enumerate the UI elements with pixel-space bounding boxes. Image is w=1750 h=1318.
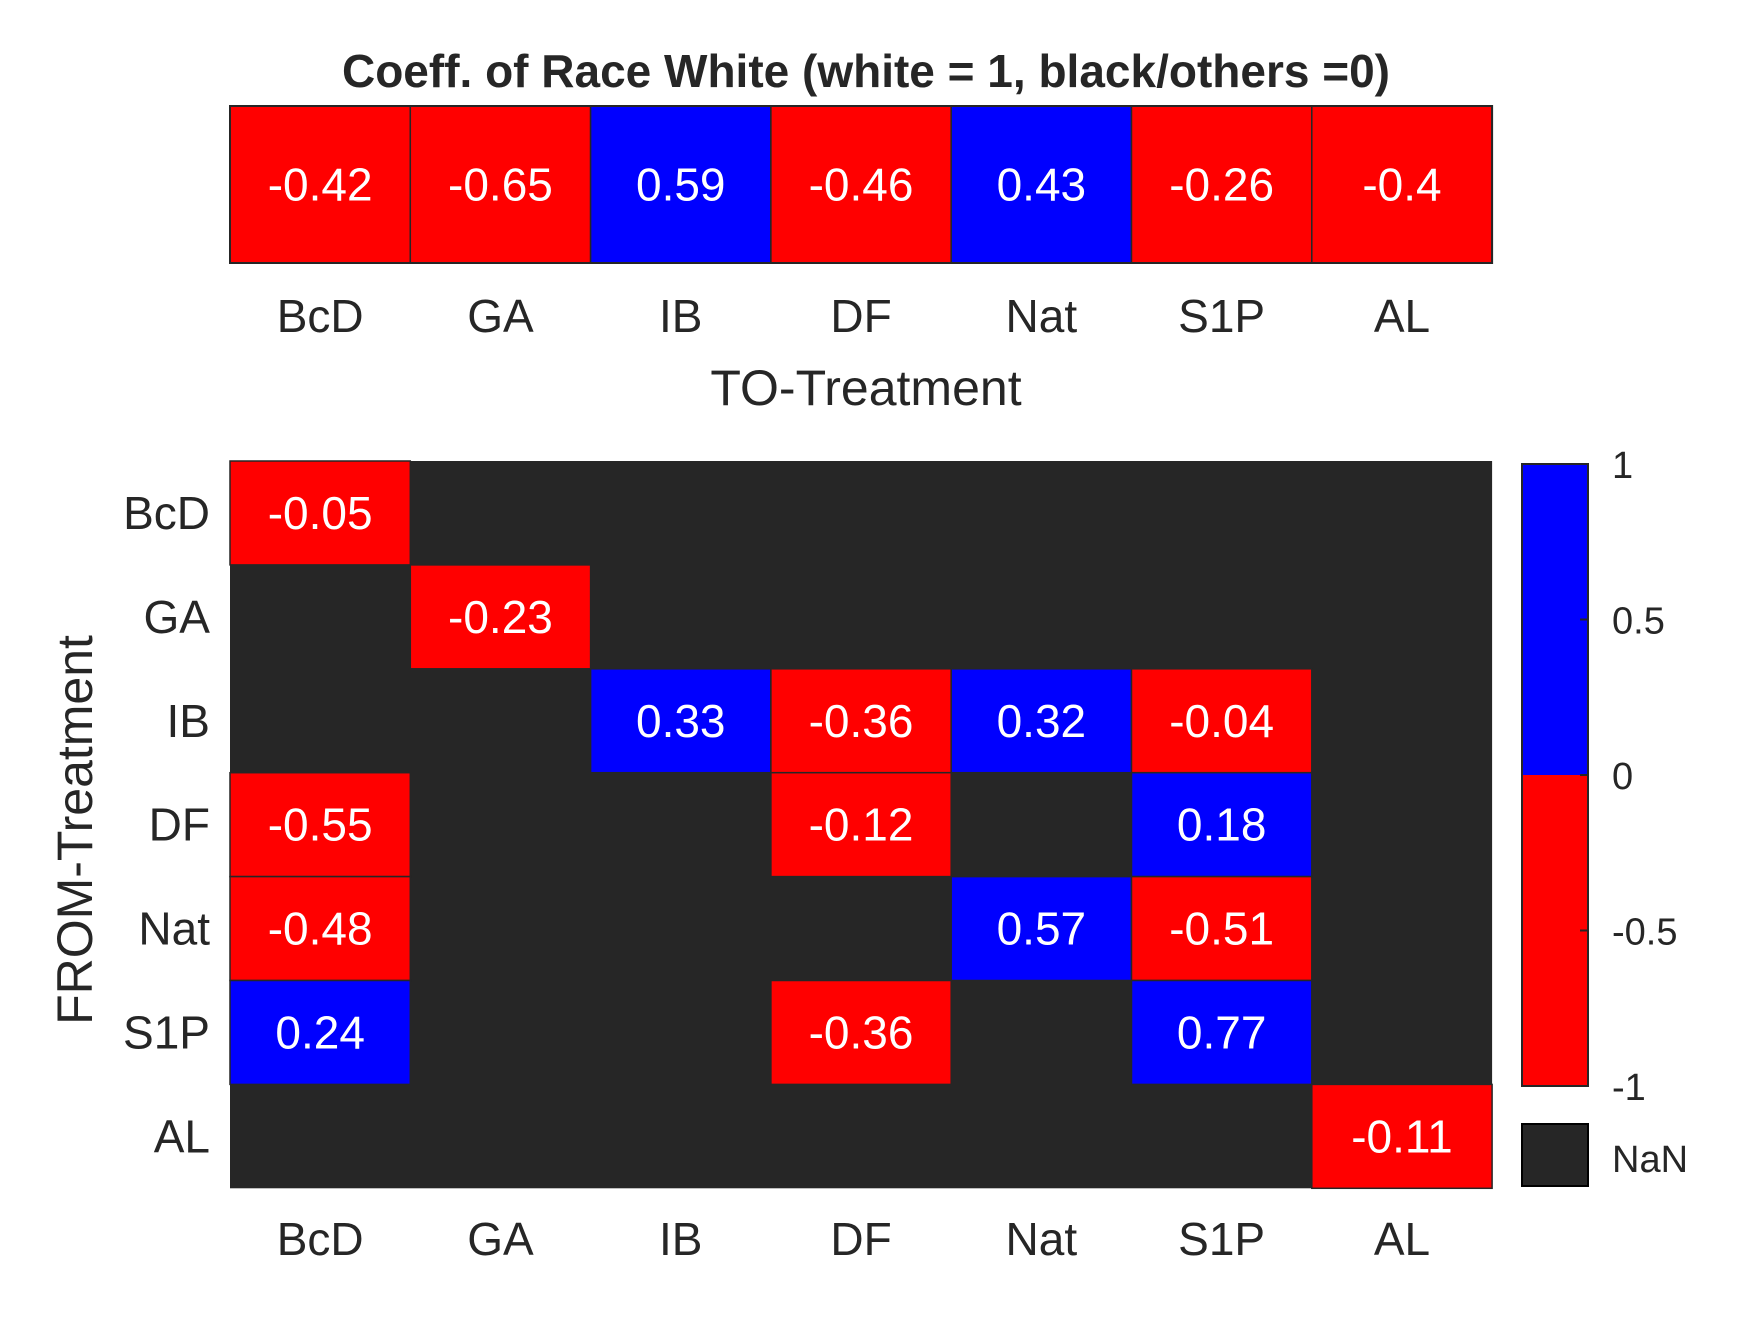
top-cell-label-IB: 0.59 [636,159,726,211]
colorbar-tick-label: -0.5 [1612,912,1677,954]
top-cell-label-DF: -0.46 [809,159,914,211]
top-cell-S1P [1130,105,1313,264]
cell-IB-S1P [1130,668,1313,774]
cell-label-Nat-BcD: -0.48 [268,903,373,955]
top-cell-DF [770,105,952,264]
top-cell-label-S1P: -0.26 [1169,159,1274,211]
cell-label-Nat-S1P: -0.51 [1169,903,1274,955]
colorbar-tick-label: 0.5 [1612,601,1665,643]
bottom-y-tick-GA: GA [144,591,211,643]
bottom-y-axis-label: FROM-Treatment [47,635,103,1025]
cell-DF-DF [770,771,952,878]
bottom-y-tick-BcD: BcD [123,487,210,539]
top-cell-label-Nat: 0.43 [997,159,1087,211]
cell-DF-BcD [229,771,412,878]
cell-Nat-S1P [1130,875,1313,982]
cell-label-IB-S1P: -0.04 [1169,695,1274,747]
top-x-tick-Nat: Nat [1006,290,1078,342]
bottom-y-tick-Nat: Nat [138,903,210,955]
cell-label-DF-BcD: -0.55 [268,799,373,851]
cell-label-Nat-Nat: 0.57 [997,903,1087,955]
top-cell-BcD [229,105,412,264]
cell-IB-Nat [950,668,1133,774]
bottom-heatmap: -0.05 -0.23 0.33 -0.36 0.32 -0.04 -0.55 -0.12 0.… [229,460,1493,1190]
top-x-tick-DF: DF [830,290,891,342]
top-cell-label-AL: -0.4 [1362,159,1441,211]
cell-label-DF-DF: -0.12 [809,799,914,851]
top-cell-label-GA: -0.65 [448,159,553,211]
bottom-y-tick-labels: BcD GA IB DF Nat S1P AL [123,487,210,1162]
top-x-axis-label: TO-Treatment [710,360,1021,416]
bottom-x-tick-BcD: BcD [277,1213,364,1265]
nan-swatch [1521,1123,1589,1187]
bottom-x-tick-AL: AL [1374,1213,1430,1265]
cell-label-GA-GA: -0.23 [448,591,553,643]
cell-label-S1P-DF: -0.36 [809,1006,914,1058]
cell-label-AL-AL: -0.11 [1351,1110,1452,1162]
top-x-tick-AL: AL [1374,290,1430,342]
top-x-tick-BcD: BcD [277,290,364,342]
top-x-tick-GA: GA [467,290,534,342]
top-heatmap-border [229,105,1494,264]
cell-Nat-BcD [229,875,412,982]
colorbar-tick-label: -1 [1612,1067,1646,1109]
bottom-x-tick-DF: DF [830,1213,891,1265]
cell-label-DF-S1P: 0.18 [1177,799,1267,851]
top-heatmap: -0.42 -0.65 0.59 -0.46 0.43 -0.26 -0.4 [229,105,1494,264]
colorbar-tick-label: 1 [1612,445,1633,487]
cell-AL-AL [1311,1083,1493,1190]
top-x-tick-S1P: S1P [1178,290,1265,342]
cell-BcD-BcD [229,460,412,566]
bottom-y-tick-IB: IB [167,695,210,747]
cell-label-BcD-BcD: -0.05 [268,487,373,539]
bottom-x-tick-IB: IB [659,1213,702,1265]
cell-Nat-Nat [950,875,1133,982]
cell-S1P-BcD [229,979,412,1086]
bottom-x-tick-Nat: Nat [1006,1213,1078,1265]
cell-S1P-S1P [1130,979,1313,1086]
top-cell-label-BcD: -0.42 [268,159,373,211]
cell-IB-DF [770,668,952,774]
bottom-x-tick-GA: GA [467,1213,534,1265]
cell-label-IB-DF: -0.36 [809,695,914,747]
colorbar-negative [1522,775,1588,1086]
bottom-x-tick-labels: BcD GA IB DF Nat S1P AL [277,1213,1430,1265]
top-chart-title: Coeff. of Race White (white = 1, black/o… [342,45,1390,97]
top-cell-GA [409,105,592,264]
bottom-y-tick-AL: AL [154,1110,210,1162]
top-cell-Nat [950,105,1133,264]
top-x-tick-IB: IB [659,290,702,342]
colorbar-positive [1522,464,1588,775]
bottom-x-tick-S1P: S1P [1178,1213,1265,1265]
nan-label: NaN [1612,1139,1688,1181]
cell-S1P-DF [770,979,952,1086]
bottom-y-tick-DF: DF [149,799,210,851]
colorbar: 1 0.5 0 -0.5 -1 NaN [1521,445,1688,1187]
cell-label-S1P-BcD: 0.24 [275,1006,365,1058]
top-x-tick-labels: BcD GA IB DF Nat S1P AL [277,290,1430,342]
cell-label-S1P-S1P: 0.77 [1177,1006,1267,1058]
bottom-y-tick-S1P: S1P [123,1006,210,1058]
cell-label-IB-IB: 0.33 [636,695,726,747]
cell-label-IB-Nat: 0.32 [997,695,1087,747]
cell-GA-GA [409,564,592,670]
colorbar-tick-label: 0 [1612,756,1633,798]
cell-DF-S1P [1130,771,1313,878]
